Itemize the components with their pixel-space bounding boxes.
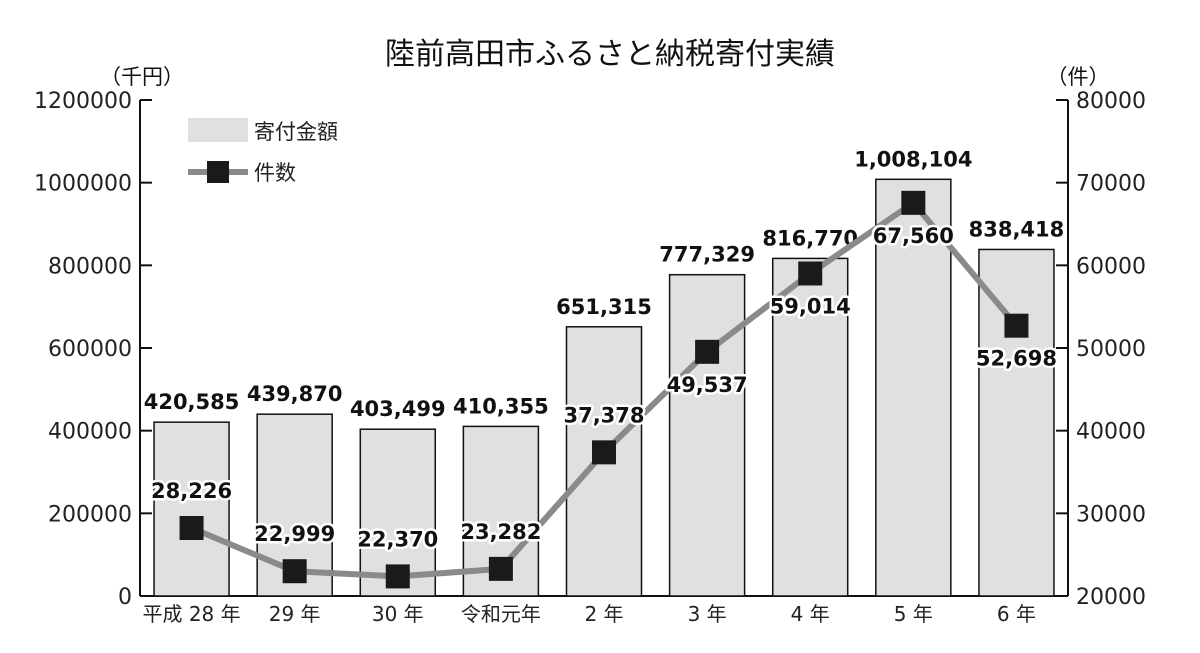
legend-line-label: 件数	[254, 161, 296, 185]
right-axis-tick-label: 80000	[1076, 89, 1146, 114]
bar-value-label: 410,355	[453, 394, 549, 418]
left-axis-tick-label: 400000	[48, 420, 132, 445]
left-axis-tick-label: 600000	[48, 337, 132, 362]
count-value-label: 67,560	[873, 224, 954, 248]
count-marker	[179, 515, 204, 540]
left-axis-unit: （千円）	[100, 65, 184, 89]
count-marker	[695, 339, 720, 364]
right-axis-unit: （件）	[1047, 65, 1110, 89]
x-axis-tick-label: 4 年	[791, 602, 830, 626]
bar-value-label: 777,329	[659, 243, 755, 267]
right-axis-tick-label: 50000	[1076, 337, 1146, 362]
count-marker	[282, 559, 307, 584]
count-marker	[798, 261, 823, 286]
left-axis-tick-label: 1000000	[34, 172, 132, 197]
legend-bar-label: 寄付金額	[254, 120, 338, 144]
legend-marker-swatch	[207, 161, 229, 183]
left-axis-tick-label: 1200000	[34, 89, 132, 114]
chart-title: 陸前高田市ふるさと納税寄付実績	[385, 37, 835, 72]
count-value-label: 52,698	[976, 347, 1057, 371]
legend-bar-swatch	[188, 118, 248, 142]
count-value-label: 49,537	[667, 373, 748, 397]
count-marker	[901, 190, 926, 215]
count-value-label: 22,370	[357, 527, 438, 551]
count-value-label: 59,014	[770, 294, 851, 318]
right-axis-tick-label: 20000	[1076, 585, 1146, 610]
bar	[668, 273, 746, 597]
count-marker	[385, 564, 410, 589]
left-axis-tick-label: 200000	[48, 502, 132, 527]
count-marker	[1004, 313, 1029, 338]
bar-value-label: 420,585	[144, 390, 240, 414]
bar	[153, 421, 230, 597]
x-axis-tick-label: 6 年	[997, 602, 1036, 626]
left-axis-tick-label: 0	[118, 585, 132, 610]
x-axis-tick-label: 2 年	[584, 602, 623, 626]
count-marker	[592, 440, 616, 465]
bar-value-label: 816,770	[762, 226, 858, 250]
bar-value-label: 651,315	[556, 295, 652, 319]
right-axis-tick-label: 70000	[1076, 172, 1146, 197]
count-marker	[488, 556, 513, 581]
bar-value-label: 403,499	[350, 397, 446, 421]
bar-value-label: 439,870	[247, 382, 343, 406]
right-axis-tick-label: 30000	[1076, 502, 1146, 527]
x-axis-tick-label: 5 年	[894, 602, 933, 626]
x-axis-tick-label: 令和元年	[461, 602, 541, 626]
x-axis-tick-label: 平成 28 年	[142, 602, 240, 626]
count-value-label: 28,226	[151, 479, 232, 503]
x-axis-tick-label: 30 年	[372, 602, 424, 626]
bar-value-label: 838,418	[969, 217, 1065, 241]
right-axis-tick-label: 40000	[1076, 420, 1146, 445]
bar	[875, 178, 952, 597]
count-value-label: 37,378	[563, 403, 644, 427]
bar-value-label: 1,008,104	[854, 147, 972, 171]
left-axis-tick-label: 800000	[48, 254, 132, 279]
x-axis-tick-label: 29 年	[269, 602, 321, 626]
bar	[978, 248, 1055, 597]
count-value-label: 23,282	[460, 520, 541, 544]
bar	[771, 257, 849, 597]
right-axis-tick-label: 60000	[1076, 254, 1146, 279]
x-axis-tick-label: 3 年	[688, 602, 727, 626]
count-value-label: 22,999	[254, 522, 335, 546]
